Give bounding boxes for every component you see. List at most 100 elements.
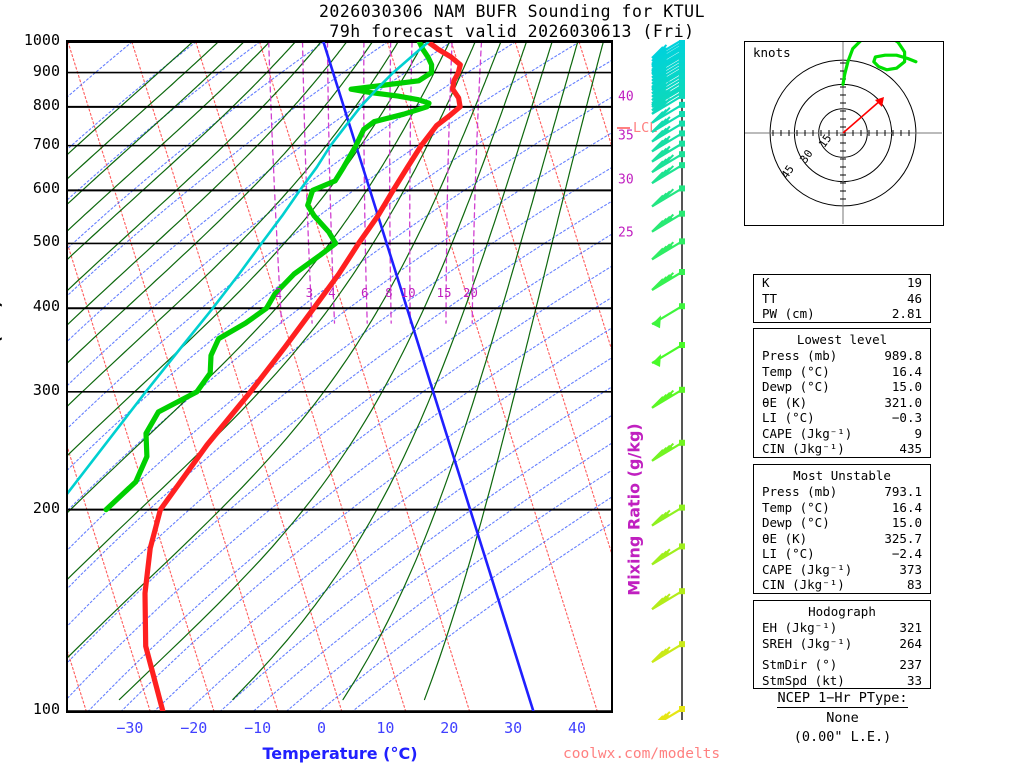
temperature-tick-10: 10 [376, 719, 395, 737]
most-unstable-row: CIN (Jkg⁻¹) 83 [754, 577, 930, 593]
mixing-ratio-line-label-15: 15 [436, 285, 452, 301]
pressure-axis-label: Pressure (mb) [0, 300, 4, 429]
wind-barb [651, 89, 685, 112]
stat-key: Dewp (°C) [762, 379, 830, 394]
stat-key: EH (Jkg⁻¹) [762, 620, 838, 635]
wind-barb [651, 303, 685, 329]
temperature-axis-label: Temperature (°C) [262, 744, 418, 763]
lowest-level-row: θE (K) 321.0 [754, 395, 930, 411]
hodograph-stat-row: StmDir (°) 237 [754, 657, 930, 673]
temperature-tick--30: −30 [116, 719, 144, 737]
lcl-label: LCL [617, 120, 657, 136]
wind-barb [651, 386, 685, 409]
wind-barb [651, 269, 685, 291]
wind-barb [651, 162, 685, 185]
chart-title-line1: 2026030306 NAM BUFR Sounding for KTUL [318, 2, 706, 21]
stat-value: −0.3 [891, 410, 922, 425]
mixing-ratio-line-label-10: 10 [400, 285, 416, 301]
stat-value: 435 [899, 441, 922, 456]
lowest-level-heading: Lowest level [796, 332, 888, 347]
stat-value: 15.0 [891, 379, 922, 394]
mixing-ratio-line-label-3: 3 [305, 285, 314, 301]
stat-value: 19 [906, 275, 922, 290]
stat-value: 321.0 [884, 394, 922, 410]
stat-key: StmDir (°) [762, 657, 838, 672]
stat-value: 989.8 [884, 348, 922, 363]
hodograph-ring-label-15: 15 [816, 132, 834, 150]
stat-key: Temp (°C) [762, 363, 830, 379]
watermark: coolwx.com/modelts [563, 746, 721, 762]
temperature-tick-40: 40 [568, 719, 587, 737]
wind-barb [651, 120, 685, 143]
pressure-tick-500: 500 [32, 232, 60, 251]
hodograph-ring-label-30: 30 [797, 147, 815, 165]
lowest-level-panel: Lowest level Press (mb) 989.8 Temp (°C) 16.4… [753, 328, 931, 458]
hodograph-stat-heading: Hodograph [808, 604, 876, 619]
index-row: TT 46 [754, 291, 930, 307]
stat-value: 237 [899, 657, 922, 672]
lcl-tick [617, 127, 630, 130]
mixing-ratio-line-label-20: 20 [462, 285, 478, 301]
wind-barb [651, 72, 685, 95]
wind-barb [651, 439, 685, 462]
most-unstable-row: LI (°C) −2.4 [754, 546, 930, 562]
hodograph[interactable]: knots 15 30 45 [744, 32, 944, 226]
temperature-tick--10: −10 [244, 719, 272, 737]
stat-key: SREH (Jkg⁻¹) [762, 635, 853, 651]
mixing-ratio-line-label-6: 6 [360, 285, 369, 301]
stat-value: 46 [906, 290, 922, 306]
wind-barb [651, 588, 685, 611]
pressure-tick-700: 700 [32, 134, 60, 153]
mixing-ratio-tick-25: 25 [618, 225, 634, 241]
hodograph-stat-row: StmSpd (kt) 33 [754, 673, 930, 689]
stat-value: 16.4 [891, 499, 922, 515]
lowest-level-row: LI (°C) −0.3 [754, 410, 930, 426]
lowest-level-row: Temp (°C) 16.4 [754, 364, 930, 380]
pressure-tick-400: 400 [32, 297, 60, 316]
ptype-heading: NCEP 1−Hr PType: [777, 690, 908, 708]
wind-barb [651, 504, 685, 527]
wind-barb [651, 238, 685, 261]
index-row: K 19 [754, 275, 930, 291]
most-unstable-row: CAPE (Jkg⁻¹) 373 [754, 562, 930, 578]
mixing-ratio-tick-35: 35 [618, 128, 634, 144]
pressure-tick-600: 600 [32, 179, 60, 198]
stat-value: 321 [899, 620, 922, 635]
wind-barb [651, 706, 685, 728]
most-unstable-heading: Most Unstable [793, 468, 891, 483]
mixing-ratio-tick-40: 40 [618, 89, 634, 105]
hodograph-stats-panel: Hodograph EH (Jkg⁻¹) 321 SREH (Jkg⁻¹) 264 Stm… [753, 600, 931, 689]
ptype-value: None [826, 710, 859, 726]
pressure-tick-1000: 1000 [23, 31, 60, 49]
stat-value: 325.7 [884, 530, 922, 546]
wind-barb [651, 543, 685, 566]
stat-value: 373 [899, 561, 922, 577]
hodograph-ring-label-45: 45 [779, 163, 797, 181]
temperature-tick--20: −20 [180, 719, 208, 737]
wind-barb-svg [651, 37, 685, 728]
pressure-tick-100: 100 [32, 700, 60, 718]
wind-barb [651, 56, 685, 79]
skewt-diagram[interactable] [66, 40, 613, 713]
stat-value: 2.81 [891, 306, 922, 321]
wind-barb [651, 101, 685, 124]
temperature-tick-0: 0 [317, 719, 327, 737]
stat-key: CIN (Jkg⁻¹) [762, 441, 845, 456]
stat-key: LI (°C) [762, 546, 815, 561]
stat-value: 9 [914, 425, 922, 441]
stat-value: 33 [906, 672, 922, 688]
most-unstable-row: Temp (°C) 16.4 [754, 500, 930, 516]
pressure-tick-300: 300 [32, 380, 60, 399]
pressure-tick-200: 200 [32, 498, 60, 517]
wind-barb-column [620, 37, 740, 728]
pressure-tick-800: 800 [32, 95, 60, 114]
wind-barb [651, 641, 685, 664]
stat-key: TT [762, 290, 778, 306]
ptype-panel: NCEP 1−Hr PType: None (0.00" L.E.) [745, 690, 940, 746]
mixing-ratio-line-label-4: 4 [328, 285, 336, 301]
pressure-tick-900: 900 [32, 61, 60, 80]
stat-key: CAPE (Jkg⁻¹) [762, 561, 853, 577]
wind-barb [651, 140, 685, 163]
wind-barb [651, 342, 685, 368]
hodograph-units-label: knots [753, 45, 791, 60]
